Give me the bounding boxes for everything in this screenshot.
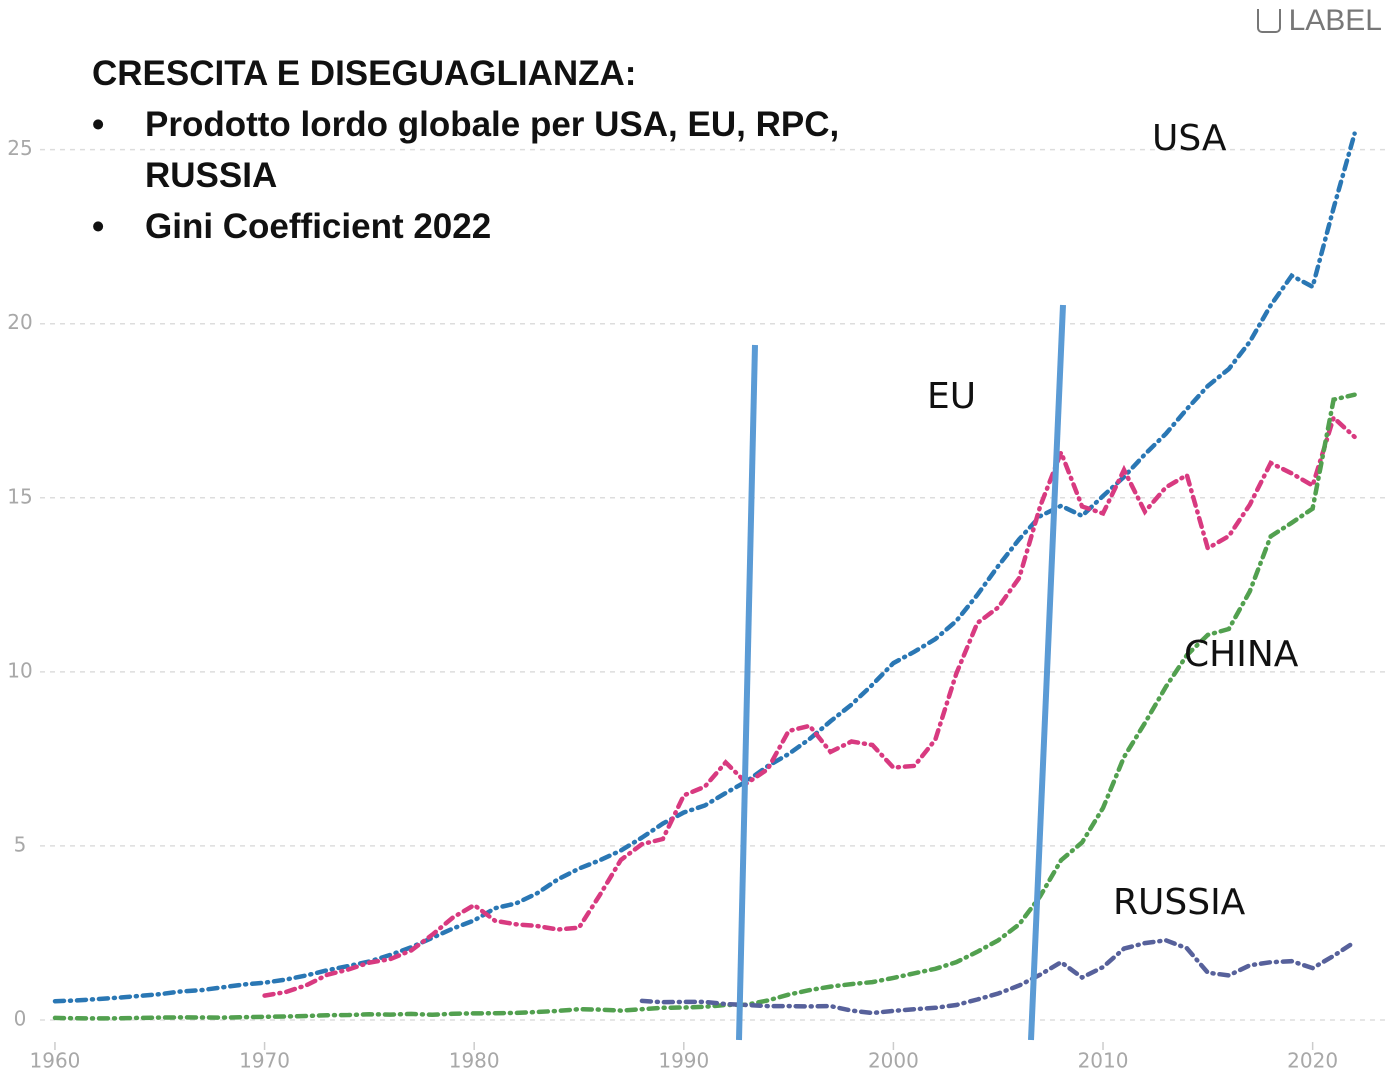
series-line [52, 131, 1357, 1004]
lines [52, 131, 1357, 1021]
series-label: RUSSIA [1113, 882, 1246, 923]
series-line [262, 413, 1357, 998]
y-tick-label: 5 [14, 832, 27, 856]
y-tick-label: 15 [7, 484, 32, 508]
y-tick-label: 25 [7, 136, 32, 160]
x-tick-label: 1990 [658, 1049, 709, 1073]
y-tick-label: 20 [7, 310, 32, 334]
series-line [52, 392, 1357, 1021]
y-tick-label: 10 [7, 658, 32, 682]
bullet: Gini Coefficient 2022 [92, 201, 892, 252]
x-tick-label: 2020 [1287, 1049, 1338, 1073]
bullet-list: Prodotto lordo globale per USA, EU, RPC,… [92, 99, 892, 252]
marker-line [1028, 304, 1066, 1041]
x-tick-label: 2010 [1078, 1049, 1129, 1073]
x-tick-label: 1980 [449, 1049, 500, 1073]
series-label: USA [1152, 118, 1227, 159]
bullet: Prodotto lordo globale per USA, EU, RPC,… [92, 99, 892, 201]
series-label: EU [927, 376, 976, 417]
x-tick-label: 2000 [868, 1049, 919, 1073]
y-tick-label: 0 [14, 1007, 27, 1031]
series-label: CHINA [1184, 634, 1299, 675]
grid: 0 5 10 15 20 25 1960 1970 1980 1990 2000 2010 2020 [7, 136, 1386, 1073]
x-tick-label: 1970 [239, 1049, 290, 1073]
x-tick-label: 1960 [30, 1049, 81, 1073]
marker-line [736, 344, 758, 1041]
toggle-label: LABEL [1288, 4, 1382, 37]
checkbox[interactable] [1256, 9, 1281, 33]
label-toggle[interactable]: LABEL [1256, 4, 1382, 38]
labels: USA EU CHINA RUSSIA [927, 118, 1299, 923]
heading: CRESCITA E DISEGUAGLIANZA: Prodotto lord… [92, 48, 892, 252]
title: CRESCITA E DISEGUAGLIANZA: [92, 54, 637, 93]
series-line [639, 937, 1357, 1016]
